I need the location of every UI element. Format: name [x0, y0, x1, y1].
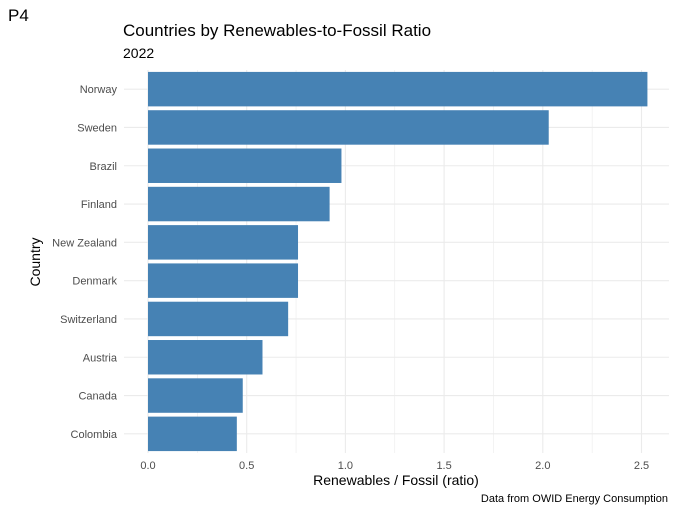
y-tick-label: Canada: [78, 391, 117, 403]
x-tick-label: 0.0: [140, 460, 155, 472]
x-axis-title: Renewables / Fossil (ratio): [313, 472, 479, 488]
x-tick-labels: 0.0 0.5 1.0 1.5 2.0 2.5: [140, 460, 649, 472]
bar: [148, 186, 330, 222]
chart-caption: Data from OWID Energy Consumption: [480, 493, 668, 505]
bar: [148, 263, 299, 298]
panel-tag: P4: [8, 6, 29, 25]
x-tick-label: 1.0: [338, 460, 353, 472]
y-axis-title: Country: [27, 237, 43, 286]
chart-title: Countries by Renewables-to-Fossil Ratio: [123, 21, 432, 40]
bar: [148, 416, 237, 452]
y-tick-label: Sweden: [77, 122, 117, 134]
bar: [148, 225, 299, 260]
x-tick-label: 0.5: [239, 460, 254, 472]
y-tick-label: Austria: [83, 352, 118, 364]
bar: [148, 301, 289, 337]
x-tick-label: 2.0: [535, 460, 550, 472]
bars: [148, 71, 648, 452]
chart-subtitle: 2022: [123, 45, 155, 61]
y-tick-label: Switzerland: [60, 314, 117, 326]
y-tick-label: Norway: [80, 84, 118, 96]
bar: [148, 378, 243, 413]
bar: [148, 148, 342, 183]
y-tick-label: Colombia: [71, 429, 118, 441]
y-tick-labels: Norway Sweden Brazil Finland New Zealand Denm…: [52, 84, 118, 441]
x-tick-label: 2.5: [634, 460, 649, 472]
bar: [148, 71, 648, 107]
x-tick-label: 1.5: [436, 460, 451, 472]
bar: [148, 110, 549, 145]
bar: [148, 340, 263, 375]
y-tick-label: Finland: [81, 199, 117, 211]
y-tick-label: New Zealand: [52, 237, 117, 249]
y-tick-label: Brazil: [89, 161, 117, 173]
y-tick-label: Denmark: [72, 276, 117, 288]
